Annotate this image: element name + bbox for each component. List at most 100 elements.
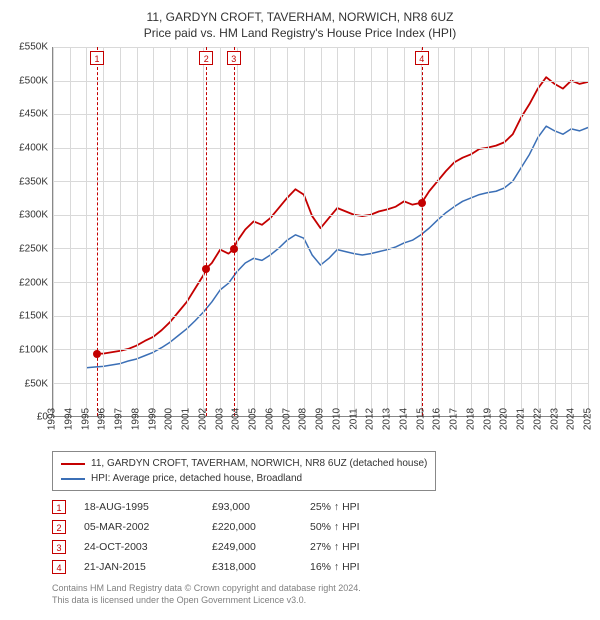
gridline-v [120, 47, 121, 416]
legend-item-hpi: HPI: Average price, detached house, Broa… [61, 471, 427, 486]
sale-row-price: £220,000 [212, 521, 292, 533]
y-tick-label: £150K [19, 311, 48, 322]
sale-row-date: 21-JAN-2015 [84, 561, 194, 573]
gridline-v [538, 47, 539, 416]
sale-marker-dot [418, 199, 426, 207]
x-tick-label: 2022 [532, 408, 543, 430]
x-tick-label: 2009 [315, 408, 326, 430]
sale-row-pct: 50% ↑ HPI [310, 521, 410, 533]
gridline-v [103, 47, 104, 416]
x-tick-label: 1994 [63, 408, 74, 430]
gridline-v [203, 47, 204, 416]
legend-swatch-subject [61, 463, 85, 465]
gridline-v [153, 47, 154, 416]
sales-row: 2 05-MAR-2002 £220,000 50% ↑ HPI [52, 517, 588, 537]
sale-row-date: 05-MAR-2002 [84, 521, 194, 533]
sales-table: 1 18-AUG-1995 £93,000 25% ↑ HPI 2 05-MAR-2002… [52, 497, 588, 577]
sale-row-price: £249,000 [212, 541, 292, 553]
gridline-v [53, 47, 54, 416]
sale-marker-line [422, 47, 423, 416]
x-tick-label: 1999 [147, 408, 158, 430]
title-address: 11, GARDYN CROFT, TAVERHAM, NORWICH, NR8… [12, 10, 588, 26]
gridline-v [521, 47, 522, 416]
sale-row-date: 18-AUG-1995 [84, 501, 194, 513]
gridline-v [270, 47, 271, 416]
gridline-v [86, 47, 87, 416]
x-tick-label: 2000 [164, 408, 175, 430]
y-tick-label: £350K [19, 176, 48, 187]
chart-titles: 11, GARDYN CROFT, TAVERHAM, NORWICH, NR8… [12, 10, 588, 41]
sale-row-box: 1 [52, 500, 66, 514]
x-tick-label: 2004 [231, 408, 242, 430]
x-tick-label: 2013 [382, 408, 393, 430]
legend-label-hpi: HPI: Average price, detached house, Broa… [91, 471, 302, 486]
gridline-v [588, 47, 589, 416]
x-tick-label: 2014 [398, 408, 409, 430]
gridline-v [254, 47, 255, 416]
sale-marker-line [97, 47, 98, 416]
gridline-v [137, 47, 138, 416]
x-tick-label: 2017 [449, 408, 460, 430]
x-tick-label: 2007 [281, 408, 292, 430]
sale-marker-line [234, 47, 235, 416]
legend-label-subject: 11, GARDYN CROFT, TAVERHAM, NORWICH, NR8… [91, 456, 427, 471]
legend-box: 11, GARDYN CROFT, TAVERHAM, NORWICH, NR8… [52, 451, 436, 491]
gridline-v [237, 47, 238, 416]
legend-item-subject: 11, GARDYN CROFT, TAVERHAM, NORWICH, NR8… [61, 456, 427, 471]
x-tick-label: 2001 [181, 408, 192, 430]
gridline-v [571, 47, 572, 416]
y-tick-label: £450K [19, 109, 48, 120]
x-tick-label: 2003 [214, 408, 225, 430]
footer-line1: Contains HM Land Registry data © Crown c… [52, 583, 588, 595]
gridline-v [220, 47, 221, 416]
chart-area: £0£50K£100K£150K£200K£250K£300K£350K£400… [12, 47, 588, 417]
y-tick-label: £50K [25, 378, 48, 389]
sale-row-box: 4 [52, 560, 66, 574]
x-tick-label: 2011 [348, 408, 359, 430]
x-tick-label: 2019 [482, 408, 493, 430]
gridline-v [287, 47, 288, 416]
sale-marker-dot [230, 245, 238, 253]
gridline-v [504, 47, 505, 416]
legend-swatch-hpi [61, 478, 85, 480]
footer-line2: This data is licensed under the Open Gov… [52, 595, 588, 607]
x-tick-label: 2012 [365, 408, 376, 430]
sale-row-price: £93,000 [212, 501, 292, 513]
plot-area: 1234 [52, 47, 588, 417]
sale-marker-dot [93, 350, 101, 358]
y-tick-label: £250K [19, 244, 48, 255]
gridline-v [304, 47, 305, 416]
gridline-v [371, 47, 372, 416]
x-tick-label: 2018 [465, 408, 476, 430]
sale-marker-box: 4 [415, 51, 429, 65]
gridline-v [187, 47, 188, 416]
gridline-v [488, 47, 489, 416]
x-tick-label: 1998 [130, 408, 141, 430]
y-tick-label: £300K [19, 210, 48, 221]
sale-row-pct: 25% ↑ HPI [310, 501, 410, 513]
x-tick-label: 2025 [583, 408, 594, 430]
sale-row-date: 24-OCT-2003 [84, 541, 194, 553]
gridline-v [170, 47, 171, 416]
gridline-v [387, 47, 388, 416]
y-axis: £0£50K£100K£150K£200K£250K£300K£350K£400… [12, 47, 52, 417]
x-tick-label: 2020 [499, 408, 510, 430]
y-tick-label: £500K [19, 75, 48, 86]
sale-row-price: £318,000 [212, 561, 292, 573]
sale-marker-line [206, 47, 207, 416]
sale-row-box: 2 [52, 520, 66, 534]
gridline-v [438, 47, 439, 416]
title-subtitle: Price paid vs. HM Land Registry's House … [12, 26, 588, 42]
footer-attribution: Contains HM Land Registry data © Crown c… [52, 583, 588, 606]
page-root: 11, GARDYN CROFT, TAVERHAM, NORWICH, NR8… [0, 0, 600, 620]
x-tick-label: 1997 [114, 408, 125, 430]
x-tick-label: 1995 [80, 408, 91, 430]
x-tick-label: 1993 [47, 408, 58, 430]
x-tick-label: 2024 [566, 408, 577, 430]
sale-marker-box: 2 [199, 51, 213, 65]
gridline-v [337, 47, 338, 416]
sales-row: 1 18-AUG-1995 £93,000 25% ↑ HPI [52, 497, 588, 517]
y-tick-label: £200K [19, 277, 48, 288]
gridline-v [70, 47, 71, 416]
y-tick-label: £400K [19, 143, 48, 154]
